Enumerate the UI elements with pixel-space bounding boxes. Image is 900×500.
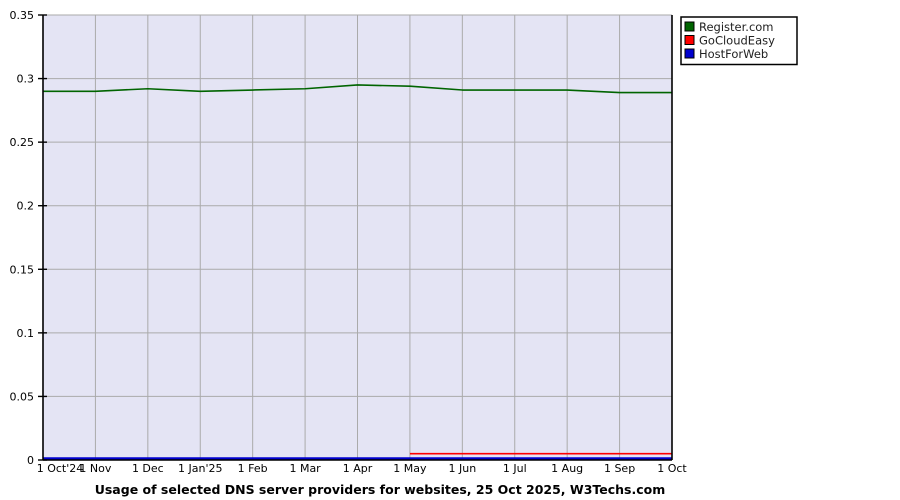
x-tick-label: 1 Sep	[604, 462, 635, 475]
legend-label-hostforweb: HostForWeb	[699, 47, 768, 61]
y-tick-label: 0	[27, 454, 34, 467]
y-tick-label: 0.25	[10, 136, 35, 149]
y-axis-tick-labels: 0 0.05 0.1 0.15 0.2 0.25 0.3 0.35	[10, 9, 47, 467]
x-axis-tick-labels: 1 Oct'241 Nov 1 Dec 1 Jan'25 1 Feb 1 Mar 1 Ap…	[37, 462, 688, 475]
legend-label-register-com: Register.com	[699, 20, 774, 34]
x-tick-label: 1 Dec	[132, 462, 164, 475]
y-tick-label: 0.1	[17, 327, 35, 340]
legend-box	[680, 16, 798, 66]
x-tick-label: 1 Jan'25	[178, 462, 222, 475]
legend-swatch-register-com	[684, 21, 695, 32]
legend-label-gocloudeasy: GoCloudEasy	[699, 34, 775, 48]
x-tick-label: 1 May	[393, 462, 427, 475]
x-tick-label: 1 Apr	[343, 462, 373, 475]
chart-caption: Usage of selected DNS server providers f…	[95, 482, 666, 497]
y-tick-label: 0.15	[10, 263, 35, 276]
y-tick-label: 0.3	[17, 73, 35, 86]
axis-lines	[42, 15, 673, 461]
legend-swatch-gocloudeasy	[684, 35, 695, 45]
x-tick-label: 1 Feb	[238, 462, 268, 475]
x-tick-label: 1 Oct	[657, 462, 687, 475]
x-tick-label: 1 Jul	[503, 462, 527, 475]
series-line-register-com	[43, 84, 672, 94]
x-tick-label: 1 Oct'24	[37, 462, 84, 475]
x-tick-label: 1 Mar	[289, 462, 321, 475]
series-lines	[43, 84, 672, 461]
x-tick-label: 1 Jun	[448, 462, 476, 475]
y-tick-label: 0.35	[10, 9, 35, 22]
y-tick-label: 0.2	[17, 200, 35, 213]
y-tick-label: 0.05	[10, 390, 35, 403]
x-tick-label: 1 Aug	[551, 462, 583, 475]
x-tick-label: 1 Nov	[79, 462, 111, 475]
legend-swatch-hostforweb	[684, 48, 695, 59]
